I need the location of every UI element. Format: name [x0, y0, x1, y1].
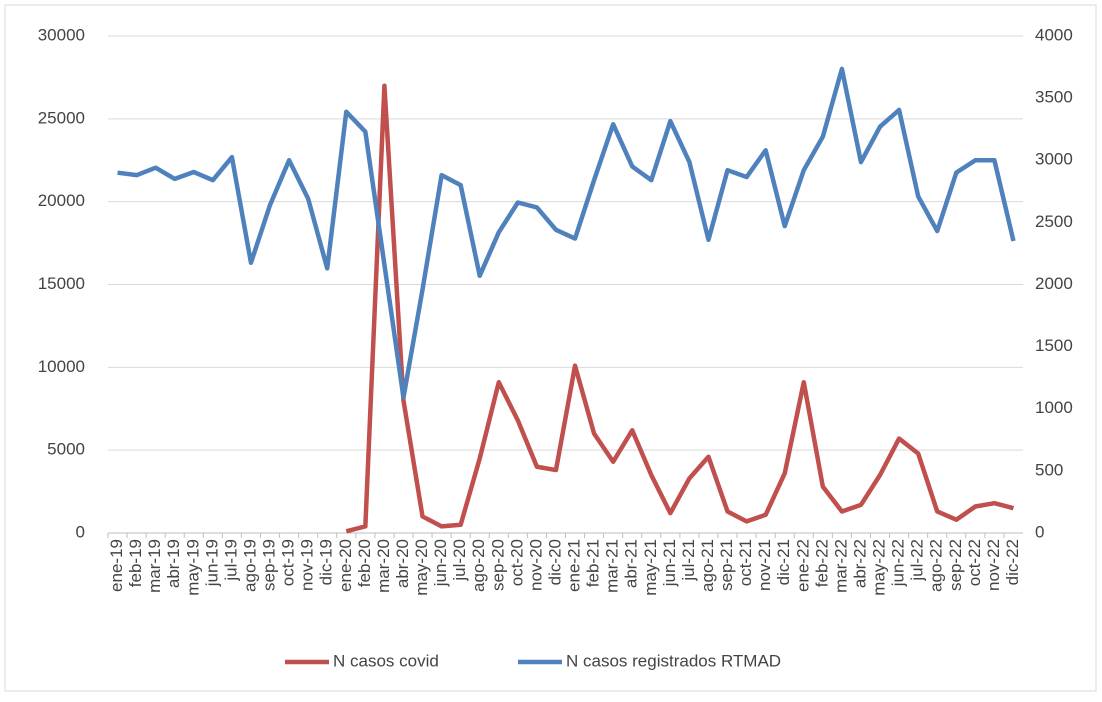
- x-tick-label: dic-20: [545, 539, 564, 585]
- x-tick-label: ene-20: [336, 539, 355, 592]
- x-tick-label: dic-19: [317, 539, 336, 585]
- x-tick-label: nov-19: [298, 539, 317, 591]
- x-tick-label: ene-19: [107, 539, 126, 592]
- y-tick-label: 10000: [38, 357, 85, 376]
- series-line: [117, 66, 1016, 400]
- x-tick-label: ene-22: [793, 539, 812, 592]
- x-tick-label: may-22: [870, 539, 889, 596]
- x-tick-label: sep-21: [717, 539, 736, 591]
- x-tick-label: may-19: [183, 539, 202, 596]
- x-tick-label: feb-22: [812, 539, 831, 587]
- x-tick-label: mar-20: [374, 539, 393, 593]
- y-tick-label: 20000: [38, 191, 85, 210]
- x-tick-label: mar-19: [145, 539, 164, 593]
- x-tick-label: feb-20: [355, 539, 374, 587]
- x-tick-label: nov-22: [984, 539, 1003, 591]
- x-tick-label: jul-22: [908, 539, 927, 582]
- x-tick-label: may-20: [412, 539, 431, 596]
- x-tick-label: ago-20: [469, 539, 488, 592]
- x-tick-label: nov-21: [755, 539, 774, 591]
- x-tick-label: jun-20: [431, 539, 450, 587]
- x-tick-label: ago-22: [927, 539, 946, 592]
- x-tick-label: nov-20: [526, 539, 545, 591]
- y2-tick-label: 500: [1035, 460, 1063, 479]
- legend-label: N casos covid: [333, 651, 439, 670]
- x-tick-label: jul-21: [679, 539, 698, 582]
- x-tick-label: feb-19: [126, 539, 145, 587]
- x-tick-label: abr-20: [393, 539, 412, 588]
- series-line: [345, 83, 1015, 534]
- y-tick-label: 30000: [38, 25, 85, 44]
- y2-tick-label: 4000: [1035, 25, 1073, 44]
- x-tick-label: jul-20: [450, 539, 469, 582]
- x-tick-label: dic-22: [1003, 539, 1022, 585]
- x-tick-label: jun-21: [660, 539, 679, 587]
- x-tick-label: oct-21: [736, 539, 755, 586]
- y-tick-label: 5000: [47, 440, 85, 459]
- x-tick-label: ago-19: [240, 539, 259, 592]
- x-tick-label: ene-21: [565, 539, 584, 592]
- y2-tick-label: 2500: [1035, 212, 1073, 231]
- x-tick-label: abr-19: [164, 539, 183, 588]
- y-tick-label: 25000: [38, 108, 85, 127]
- x-tick-label: abr-21: [622, 539, 641, 588]
- y2-tick-label: 3000: [1035, 150, 1073, 169]
- y2-tick-label: 0: [1035, 522, 1044, 541]
- y2-tick-label: 1000: [1035, 398, 1073, 417]
- y2-tick-label: 1500: [1035, 336, 1073, 355]
- y2-tick-label: 3500: [1035, 88, 1073, 107]
- x-tick-label: jul-19: [221, 539, 240, 582]
- x-tick-label: jun-22: [889, 539, 908, 587]
- x-tick-label: oct-20: [507, 539, 526, 586]
- y-tick-label: 15000: [38, 274, 85, 293]
- x-tick-label: oct-22: [965, 539, 984, 586]
- x-tick-label: abr-22: [850, 539, 869, 588]
- y2-tick-label: 2000: [1035, 274, 1073, 293]
- x-tick-label: sep-22: [946, 539, 965, 591]
- x-tick-label: sep-19: [260, 539, 279, 591]
- y-tick-label: 0: [76, 522, 85, 541]
- x-tick-label: sep-20: [488, 539, 507, 591]
- x-tick-label: ago-21: [698, 539, 717, 592]
- x-tick-label: dic-21: [774, 539, 793, 585]
- x-tick-label: mar-21: [603, 539, 622, 593]
- x-tick-label: mar-22: [831, 539, 850, 593]
- x-tick-label: feb-21: [584, 539, 603, 587]
- legend-label: N casos registrados RTMAD: [566, 651, 781, 670]
- x-tick-label: oct-19: [279, 539, 298, 586]
- x-tick-label: may-21: [641, 539, 660, 596]
- x-tick-label: jun-19: [202, 539, 221, 587]
